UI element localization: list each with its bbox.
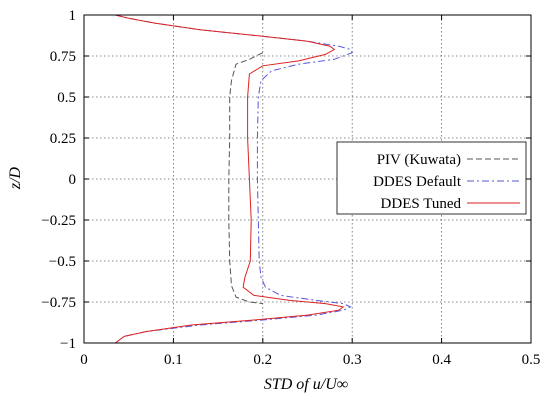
series-lines [115,14,353,344]
x-tick-label: 0.1 [164,352,183,368]
x-tick-label: 0.4 [432,352,451,368]
legend-label-piv: PIV (Kuwata) [377,152,461,168]
x-tick-label: 0.3 [343,352,362,368]
plot-frame [83,14,532,344]
x-tick-label: 0.2 [253,352,272,368]
legend: PIV (Kuwata) DDES Default DDES Tuned [336,141,527,215]
legend-label-default: DDES Default [373,174,462,190]
y-tick-label: 1 [69,8,77,24]
x-axis-label: STD of u/U∞ [264,376,348,393]
y-tick-label: 0.75 [50,49,76,65]
y-tick-label: 0 [69,172,77,188]
ddes-default-line [115,14,353,344]
y-tick-labels: −1 −0.75 −0.5 −0.25 0 0.25 0.5 0.75 1 [41,8,76,352]
y-tick-label: −0.5 [49,254,76,270]
x-tick-label: 0.5 [522,352,541,368]
x-tick-label: 0 [80,352,88,368]
piv-kuwata-line [228,52,264,305]
legend-box [336,141,527,215]
legend-label-tuned: DDES Tuned [381,196,462,212]
y-tick-label: −1 [60,336,76,352]
y-tick-label: 0.5 [57,90,76,106]
y-tick-label: 0.25 [50,131,76,147]
ddes-tuned-line [115,14,345,344]
y-tick-label: −0.75 [41,295,76,311]
y-tick-label: −0.25 [41,213,76,229]
y-axis-label: z/D [7,166,24,190]
x-tick-labels: 0 0.1 0.2 0.3 0.4 0.5 [80,352,540,368]
